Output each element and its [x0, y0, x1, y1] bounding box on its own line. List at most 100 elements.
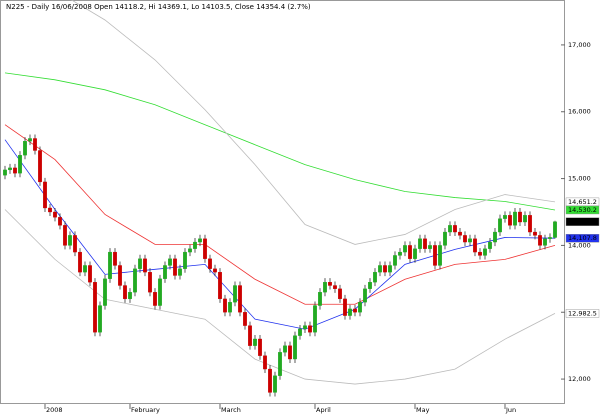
candle-body: [423, 238, 427, 249]
candle-body: [218, 271, 222, 300]
candle-body: [468, 238, 472, 243]
x-tick-label: May: [416, 406, 430, 414]
candle-body: [493, 231, 497, 243]
candle-body: [428, 245, 432, 249]
candle-body: [43, 181, 47, 209]
candle-body: [208, 258, 212, 269]
candle-body: [348, 308, 352, 316]
candle-body: [93, 282, 97, 333]
candle-body: [553, 221, 557, 238]
candle-body: [238, 285, 242, 313]
candle-body: [413, 248, 417, 259]
candle-body: [288, 345, 292, 360]
candle-body: [388, 265, 392, 273]
candle-body: [123, 285, 127, 300]
candle-body: [233, 285, 237, 303]
candle-body: [108, 251, 112, 279]
candle-body: [333, 285, 337, 289]
candle-body: [173, 258, 177, 276]
candle-body: [503, 215, 507, 219]
candle-body: [158, 278, 162, 306]
candle-body: [463, 235, 467, 243]
candle-body: [133, 268, 137, 293]
candle-body: [68, 235, 72, 246]
candle-body: [523, 215, 527, 223]
candle-body: [418, 238, 422, 249]
candle-body: [278, 352, 282, 376]
candle-body: [213, 268, 217, 273]
candle-body: [498, 218, 502, 233]
candle-body: [138, 258, 142, 269]
candle-body: [448, 225, 452, 233]
candle-body: [533, 231, 537, 236]
candle-body: [3, 169, 7, 176]
candle-body: [243, 312, 247, 326]
candle-body: [83, 265, 87, 273]
axes: 12,00013,00014,00015,00016,00017,0002008…: [44, 41, 600, 414]
candle-body: [248, 325, 252, 346]
candle-body: [353, 308, 357, 313]
candle-body: [438, 245, 442, 266]
candle-body: [98, 305, 102, 333]
x-tick-label: 2008: [46, 406, 63, 414]
candle-body: [283, 345, 287, 353]
candle-body: [408, 245, 412, 259]
candle-body: [203, 238, 207, 259]
candle-body: [143, 258, 147, 273]
candle-body: [273, 375, 277, 393]
price-label: 14,354.4: [568, 218, 597, 226]
candle-body: [113, 251, 117, 266]
price-label-box: [565, 217, 600, 226]
candle-body: [193, 241, 197, 249]
candle-body: [258, 338, 262, 356]
candle-body: [198, 238, 202, 243]
price-label-box: [565, 309, 600, 318]
plot-area: [0, 0, 565, 404]
candle-body: [48, 207, 52, 213]
y-tick-label: 12,000: [568, 375, 591, 383]
candle-body: [303, 325, 307, 330]
candle-body: [18, 155, 22, 174]
candle-body: [513, 211, 517, 226]
chart-title: N225 - Daily 16/06/2008 Open 14118.2, Hi…: [6, 3, 311, 11]
candle-body: [33, 138, 37, 151]
candle-body: [168, 258, 172, 266]
candle-body: [443, 231, 447, 246]
candle-body: [13, 167, 17, 174]
overlay-line: [4, 72, 556, 211]
candle-body: [403, 245, 407, 253]
candle-body: [178, 268, 182, 276]
price-label: 14,530.2: [568, 206, 597, 214]
candle-body: [398, 251, 402, 256]
price-label-box: [565, 234, 600, 243]
candle-body: [308, 325, 312, 333]
x-tick-label: Jun: [505, 406, 516, 414]
candle-body: [508, 215, 512, 226]
y-tick-label: 15,000: [568, 175, 591, 183]
candle-body: [28, 138, 32, 142]
candle-body: [518, 211, 522, 223]
candle-body: [23, 140, 27, 156]
candle-body: [538, 235, 542, 246]
candle-body: [313, 305, 317, 333]
candle-body: [433, 245, 437, 266]
candle-body: [228, 302, 232, 313]
x-tick-label: February: [131, 406, 160, 414]
candle-body: [358, 302, 362, 313]
candle-body: [298, 328, 302, 336]
candle-body: [373, 271, 377, 283]
candle-body: [548, 237, 552, 239]
candle-body: [128, 292, 132, 300]
price-label: 12,982.5: [568, 309, 597, 317]
candle-body: [338, 288, 342, 300]
candle-body: [223, 298, 227, 313]
candles: [3, 134, 557, 397]
candle-body: [103, 278, 107, 306]
candle-body: [253, 338, 257, 346]
candle-body: [483, 248, 487, 256]
candle-body: [368, 282, 372, 289]
candle-body: [78, 251, 82, 273]
candle-body: [323, 282, 327, 293]
candle-body: [148, 271, 152, 293]
